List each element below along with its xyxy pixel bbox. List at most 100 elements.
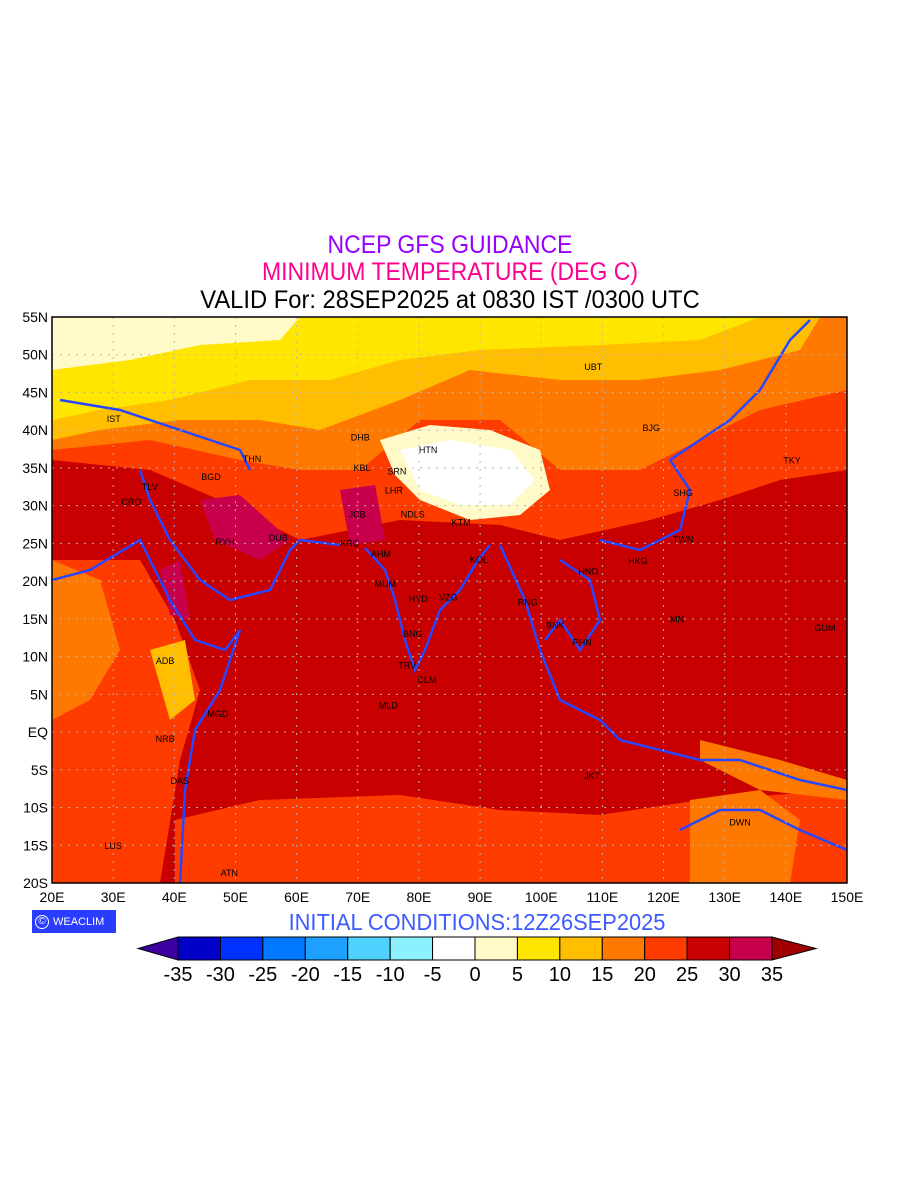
coastlines [52,319,847,883]
city-label: TKY [783,455,801,465]
lat-tick-label: 55N [22,309,48,325]
valid-time: VALID For: 28SEP2025 at 0830 IST /0300 U… [200,286,700,314]
city-label: UBT [584,362,603,372]
colorbar: -35 -30 -25 -20 -15 -10 -5 0 5 10 15 20 25 30 35 [136,936,818,986]
lat-tick-label: 20S [23,875,48,891]
colorbar-label: 25 [676,964,698,986]
colorbar-label: 35 [761,964,783,986]
lat-tick-label: 5S [31,762,48,778]
city-label: KBL [354,463,371,473]
colorbar-over-triangle [771,936,818,961]
city-label: MN [670,615,684,625]
lat-tick-label: 15S [23,837,48,853]
lon-tick-label: 50E [223,889,248,905]
city-label: BGD [201,472,221,482]
weaclim-logo: © WEACLIM [32,910,116,933]
lat-tick-label: 10N [22,649,48,665]
colorbar-box [219,936,264,961]
city-label: BNG [403,629,423,639]
city-label: GUM [814,623,835,633]
city-label: RYH [216,537,235,547]
city-label: SHG [673,488,693,498]
lon-tick-label: 20E [40,889,65,905]
city-label: PHN [573,637,592,647]
colorbar-label: 15 [591,964,613,986]
city-label: HKG [628,556,648,566]
lon-tick-label: 60E [284,889,309,905]
colorbar-label: -15 [333,964,362,986]
city-label: VZG [439,593,458,603]
lon-tick-label: 40E [162,889,187,905]
lon-tick-label: 140E [769,889,802,905]
colorbar-box [729,936,773,961]
lat-tick-label: 50N [22,347,48,363]
city-label: IST [107,414,122,424]
city-label: MGD [207,709,228,719]
city-label: JCB [349,510,366,520]
colorbar-box [601,936,646,961]
city-label: SRN [387,467,406,477]
colorbar-label: 5 [512,964,523,986]
lat-tick-label: 40N [22,422,48,438]
city-label: CRO [122,497,142,507]
lat-tick-label: 15N [22,611,48,627]
city-label: NRB [156,734,175,744]
colorbar-box [177,936,221,961]
city-label: DHB [351,433,370,443]
lon-tick-label: 150E [831,889,864,905]
colorbar-label: -25 [248,964,277,986]
title-line-2: MINIMUM TEMPERATURE (DEG C) [261,258,639,286]
colorbar-under-triangle [136,936,179,961]
colorbar-box [559,936,603,961]
logo-text: WEACLIM [53,915,105,928]
lat-tick-label: 30N [22,498,48,514]
colorbar-label: -35 [164,964,193,986]
colorbar-label: -30 [206,964,235,986]
lon-tick-label: 100E [525,889,558,905]
city-label: DUB [269,533,288,543]
lat-tick-label: 5N [30,686,48,702]
lon-tick-label: 80E [406,889,431,905]
lon-tick-label: 110E [587,889,619,905]
city-label: KTM [452,517,471,527]
city-label: MLD [379,701,399,711]
city-label: LUS [104,841,122,851]
copyright-icon: © [35,914,49,929]
axis-ticks: 20E 30E 40E 50E 60E 70E 80E 90E 100E 110E 120E 130E… [22,309,863,905]
colorbar-box [347,936,391,961]
lon-tick-label: 30E [101,889,126,905]
lat-tick-label: 10S [23,800,48,816]
colorbar-box [262,936,306,961]
lat-tick-label: 45N [22,384,48,400]
colorbar-label: 10 [549,964,571,986]
colorbar-box [474,936,518,961]
city-label: DAS [171,776,190,786]
city-label: HNO [578,566,598,576]
lon-tick-label: 90E [468,889,493,905]
lat-tick-label: EQ [28,724,48,740]
city-label: KRC [340,538,360,548]
lat-tick-label: 25N [22,535,48,551]
colorbar-label: -20 [291,964,320,986]
initial-conditions: INITIAL CONDITIONS:12Z26SEP2025 [288,909,666,935]
map-frame [51,316,848,884]
city-label: AHM [371,549,391,559]
colorbar-box [304,936,349,961]
city-label: JKT [584,771,601,781]
colorbar-box [516,936,561,961]
colorbar-box [432,936,476,961]
colorbar-box [686,936,731,961]
city-label: KOL [470,555,488,565]
city-label: LHR [385,486,404,496]
city-label: HYD [409,594,429,604]
colorbar-label: 0 [469,964,480,986]
city-label: TLV [142,482,158,492]
colorbar-label: -10 [376,964,405,986]
city-label: THN [243,454,262,464]
lon-tick-label: 120E [647,889,680,905]
city-label: RNG [518,597,538,607]
city-label: TRV [398,661,416,671]
city-label: TWN [673,535,694,545]
